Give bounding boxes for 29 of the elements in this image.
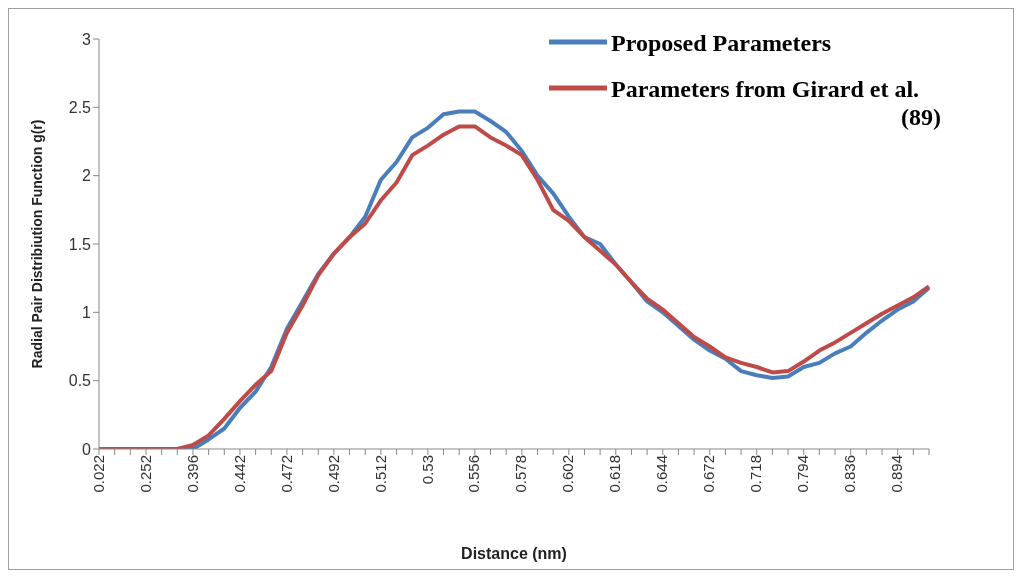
x-tick-label: 0.718 bbox=[747, 455, 765, 493]
y-tick-label: 0.5 bbox=[68, 372, 92, 390]
x-tick-label: 0.472 bbox=[277, 455, 295, 493]
y-tick-label: 0 bbox=[82, 440, 92, 458]
x-tick-label: 0.578 bbox=[512, 455, 530, 493]
x-tick-label: 0.644 bbox=[653, 455, 671, 493]
y-tick-label: 2.5 bbox=[68, 99, 92, 117]
y-tick-label: 1 bbox=[82, 304, 92, 322]
x-tick-label: 0.894 bbox=[888, 455, 906, 493]
x-tick-label: 0.53 bbox=[418, 455, 436, 485]
x-tick-label: 0.442 bbox=[230, 455, 248, 493]
y-tick-label: 1.5 bbox=[68, 235, 92, 253]
y-tick-label: 3 bbox=[82, 30, 92, 48]
x-tick-label: 0.794 bbox=[794, 455, 812, 493]
x-tick-label: 0.836 bbox=[841, 455, 859, 493]
x-axis-title: Distance (nm) bbox=[461, 545, 567, 562]
x-tick-label: 0.512 bbox=[371, 455, 389, 493]
x-tick-label: 0.396 bbox=[183, 455, 201, 493]
x-tick-label: 0.672 bbox=[700, 455, 718, 493]
legend-label: Parameters from Girard et al. (89) bbox=[611, 75, 941, 131]
x-tick-label: 0.556 bbox=[465, 455, 483, 493]
x-tick-label: 0.492 bbox=[324, 455, 342, 493]
x-tick-label: 0.022 bbox=[89, 455, 107, 493]
legend-label: Proposed Parameters bbox=[611, 29, 832, 57]
y-axis-title: Radial Pair Distribiution Function g(r) bbox=[28, 119, 45, 369]
x-tick-label: 0.252 bbox=[136, 455, 154, 493]
y-tick-label: 2 bbox=[82, 167, 92, 185]
x-tick-label: 0.618 bbox=[606, 455, 624, 493]
x-tick-label: 0.602 bbox=[559, 455, 577, 493]
